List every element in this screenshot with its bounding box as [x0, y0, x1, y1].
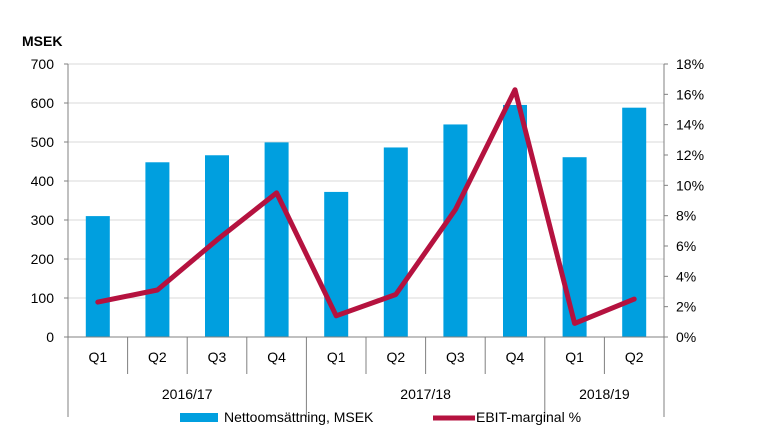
- bar: [85, 216, 110, 337]
- left-axis-tick-label: 0: [46, 329, 54, 345]
- legend-swatch-bar: [180, 413, 218, 422]
- right-axis-tick-label: 12%: [676, 147, 704, 163]
- left-axis-tick-label: 400: [31, 173, 55, 189]
- x-axis-tick-label: Q3: [208, 349, 227, 365]
- line-series: [95, 87, 637, 326]
- x-axis-tick-label: Q4: [506, 349, 525, 365]
- legend-label-bar: Nettoomsättning, MSEK: [224, 409, 374, 425]
- right-axis-tick-label: 2%: [676, 299, 696, 315]
- right-axis-tick-label: 6%: [676, 238, 696, 254]
- x-axis-group-label: 2018/19: [579, 386, 630, 402]
- x-axis-group-label: 2016/17: [162, 386, 213, 402]
- x-axis-tick-label: Q1: [565, 349, 584, 365]
- right-axis-tick-label: 4%: [676, 268, 696, 284]
- right-axis-tick-label: 0%: [676, 329, 696, 345]
- x-axis-tick-label: Q3: [446, 349, 465, 365]
- left-axis-tick-label: 500: [31, 134, 55, 150]
- bar: [264, 142, 289, 337]
- right-axis-tick-label: 18%: [676, 56, 704, 72]
- bar: [443, 124, 468, 337]
- left-axis-tick-label: 300: [31, 212, 55, 228]
- x-axis-tick-label: Q1: [327, 349, 346, 365]
- right-axis-tick-label: 8%: [676, 208, 696, 224]
- x-axis-tick-label: Q2: [386, 349, 405, 365]
- bar-series: [85, 104, 647, 338]
- right-axis-tick-label: 16%: [676, 86, 704, 102]
- ebit-margin-line: [95, 87, 637, 326]
- left-axis-tick-label: 700: [31, 56, 55, 72]
- right-axis-tick-label: 10%: [676, 177, 704, 193]
- y-axis-unit-label: MSEK: [22, 33, 62, 49]
- legend: Nettoomsättning, MSEK EBIT-marginal %: [180, 409, 581, 425]
- x-axis-tick-label: Q2: [148, 349, 167, 365]
- x-axis-tick-label: Q2: [625, 349, 644, 365]
- bar: [562, 157, 587, 337]
- left-axis-ticks: 0 100 200 300 400 500 600 700: [31, 56, 55, 345]
- x-axis-tick-label: Q4: [267, 349, 286, 365]
- axes: [64, 63, 668, 417]
- left-axis-tick-label: 100: [31, 290, 55, 306]
- right-axis-tick-label: 14%: [676, 117, 704, 133]
- left-axis-tick-label: 200: [31, 251, 55, 267]
- x-axis-group-label: 2017/18: [400, 386, 451, 402]
- x-axis-tick-label: Q1: [88, 349, 107, 365]
- bar: [145, 162, 170, 337]
- legend-label-line: EBIT-marginal %: [476, 409, 581, 425]
- left-axis-tick-label: 600: [31, 95, 55, 111]
- bar: [383, 147, 408, 337]
- right-axis-ticks: 0% 2% 4% 6% 8% 10% 12% 14% 16% 18%: [676, 56, 704, 345]
- bar: [503, 104, 527, 337]
- x-axis-ticks: Q1 Q2 Q3 Q4 Q1 Q2 Q3 Q4 Q1 Q2 2016/17 2017/18 2018/1…: [88, 349, 643, 402]
